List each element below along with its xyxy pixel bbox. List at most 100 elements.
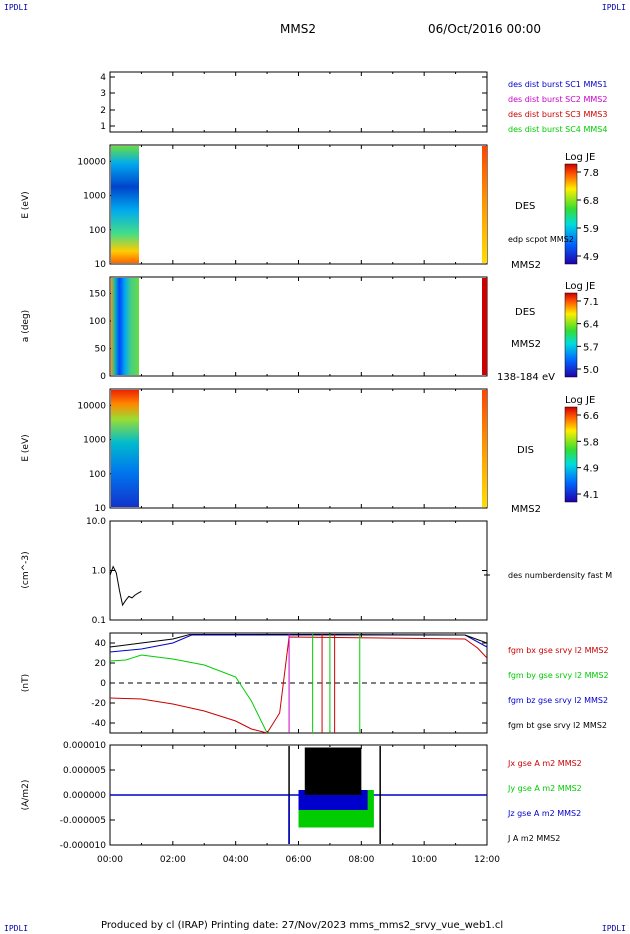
y-tick-label-p1: 3 (100, 89, 106, 99)
y-tick-label-p6: 20 (95, 659, 107, 669)
y-tick-label-p7: 0.000000 (63, 791, 106, 801)
y-tick-label-p4: 10000 (77, 401, 106, 411)
colorbar-p4-tick-label: 5.8 (583, 437, 599, 448)
legend-p7-item: J A m2 MMS2 (507, 834, 560, 843)
legend-p6-item: fgm bx gse srvy l2 MMS2 (508, 646, 609, 655)
y-tick-label-p7: -0.000010 (60, 841, 106, 851)
colorbar-p2-tick-label: 5.9 (583, 224, 599, 235)
time-tick-label: 02:00 (160, 855, 186, 865)
colorbar-p4-tick-label: 6.6 (583, 411, 599, 422)
y-tick-label-p4: 100 (89, 470, 106, 480)
panel-sc-p4: MMS2 (511, 504, 541, 515)
y-tick-label-p1: 4 (100, 73, 106, 83)
by-line (110, 654, 268, 733)
colorbar-p3 (564, 292, 578, 378)
panel-frame-p1 (109, 71, 488, 133)
colorbar-p3-tick-label: 5.0 (583, 365, 599, 376)
spectrogram-dis-energy-edge (482, 390, 487, 507)
panel-frame-p2 (109, 144, 488, 265)
y-tick-label-p3: 100 (89, 317, 106, 327)
colorbar-p4 (564, 406, 578, 503)
time-tick-label: 08:00 (348, 855, 374, 865)
bt-line (110, 634, 487, 648)
colorbar-p2 (564, 163, 578, 265)
y-tick-label-p5: 0.1 (92, 616, 106, 626)
panel-sublabel-p2: edp scpot MMS2 (508, 235, 574, 244)
corner-label-tl: IPDLI (4, 3, 29, 12)
y-tick-label-p1: 2 (100, 106, 106, 116)
colorbar-p3-tick-label: 6.4 (583, 320, 599, 331)
j-band (304, 747, 362, 795)
colorbar-p2-tick-label: 6.8 (583, 196, 599, 207)
y-tick-label-p7: 0.000005 (63, 766, 106, 776)
corner-label-br: IPDLI (601, 924, 626, 933)
panel-frame-p5 (109, 520, 488, 621)
y-tick-label-p3: 0 (100, 372, 106, 382)
y-tick-label-p7: 0.000010 (63, 741, 106, 751)
colorbar-p4-title: Log JE (565, 395, 595, 406)
legend-p7-item: Jz gse A m2 MMS2 (507, 809, 581, 818)
panel-frame-p3 (109, 276, 488, 377)
y-tick-label-p4: 10 (95, 504, 107, 514)
legend-p6-item: fgm by gse srvy l2 MMS2 (508, 671, 609, 680)
panel-frame-p4 (109, 388, 488, 509)
spectrogram-group (111, 146, 487, 507)
bfield-group (110, 634, 487, 733)
y-axis-label-p7: (A/m2) (21, 780, 31, 811)
footer-text: Produced by cl (IRAP) Printing date: 27/… (101, 920, 504, 931)
y-tick-label-p5: 1.0 (92, 567, 107, 577)
legend-p6-item: fgm bz gse srvy l2 MMS2 (508, 696, 608, 705)
axes-group (109, 71, 488, 846)
plot-title: MMS2 (280, 22, 316, 36)
corner-label-tr: IPDLI (601, 3, 626, 12)
y-axis-label-p5: (cm^-3) (21, 551, 31, 588)
spectrogram-des-energy (111, 146, 139, 263)
colorbar-p3-title: Log JE (565, 281, 595, 292)
lines-group (109, 565, 490, 844)
legend-p1-item: des dist burst SC2 MMS2 (508, 95, 607, 104)
y-tick-label-p2: 10 (95, 260, 107, 270)
bz-line (110, 634, 487, 653)
legend-p1-item: des dist burst SC1 MMS1 (508, 80, 607, 89)
panel-label-p2: DES (515, 201, 535, 212)
y-axis-label-p2: E (eV) (21, 191, 31, 218)
legend-p5: des numberdensity fast M (508, 571, 612, 580)
panel-sc-p3: MMS2 (511, 339, 541, 350)
panel-range-p3: 138-184 eV (497, 372, 555, 383)
time-tick-label: 10:00 (411, 855, 437, 865)
density-line (109, 565, 142, 607)
time-tick-label: 04:00 (223, 855, 249, 865)
y-tick-label-p2: 100 (89, 226, 106, 236)
y-axis-label-p4: E (eV) (21, 434, 31, 461)
spectrogram-des-energy-edge (482, 146, 487, 263)
y-tick-label-p6: -20 (91, 699, 106, 709)
text-group: 00:00 02:00 04:00 06:00 08:00 10:00 12:00 4 3 2 1 1… (21, 73, 612, 865)
colorbar-p4-tick-label: 4.1 (583, 490, 599, 501)
panel-sc-p2: MMS2 (511, 260, 541, 271)
corner-label-bl: IPDLI (4, 924, 29, 933)
y-tick-label-p3: 150 (89, 290, 106, 300)
y-tick-label-p2: 1000 (83, 192, 106, 202)
panel-label-p4: DIS (517, 445, 534, 456)
legend-p1-item: des dist burst SC4 MMS4 (508, 125, 607, 134)
colorbar-p2-tick-label: 4.9 (583, 252, 599, 263)
legend-p6-item: fgm bt gse srvy l2 MMS2 (508, 721, 607, 730)
y-tick-label-p3: 50 (95, 345, 107, 355)
time-tick-label: 06:00 (286, 855, 312, 865)
colorbar-p3-tick-label: 5.7 (583, 342, 599, 353)
y-axis-label-p6: (nT) (21, 674, 31, 692)
y-axis-label-p3: a (deg) (21, 310, 31, 342)
y-tick-label-p6: -40 (91, 719, 106, 729)
plot-date: 06/Oct/2016 00:00 (428, 22, 542, 36)
y-tick-label-p4: 1000 (83, 436, 106, 446)
spectrogram-dis-energy (111, 390, 139, 507)
y-tick-label-p6: 40 (95, 639, 107, 649)
legend-p1-item: des dist burst SC3 MMS3 (508, 110, 607, 119)
colorbar-p3-tick-label: 7.1 (583, 297, 599, 308)
colorbar-p4-tick-label: 4.9 (583, 464, 599, 475)
colorbar-p2-tick-label: 7.8 (583, 168, 599, 179)
colorbar-p2-title: Log JE (565, 152, 595, 163)
time-tick-label: 00:00 (97, 855, 123, 865)
spectrogram-des-pitch (111, 278, 139, 375)
